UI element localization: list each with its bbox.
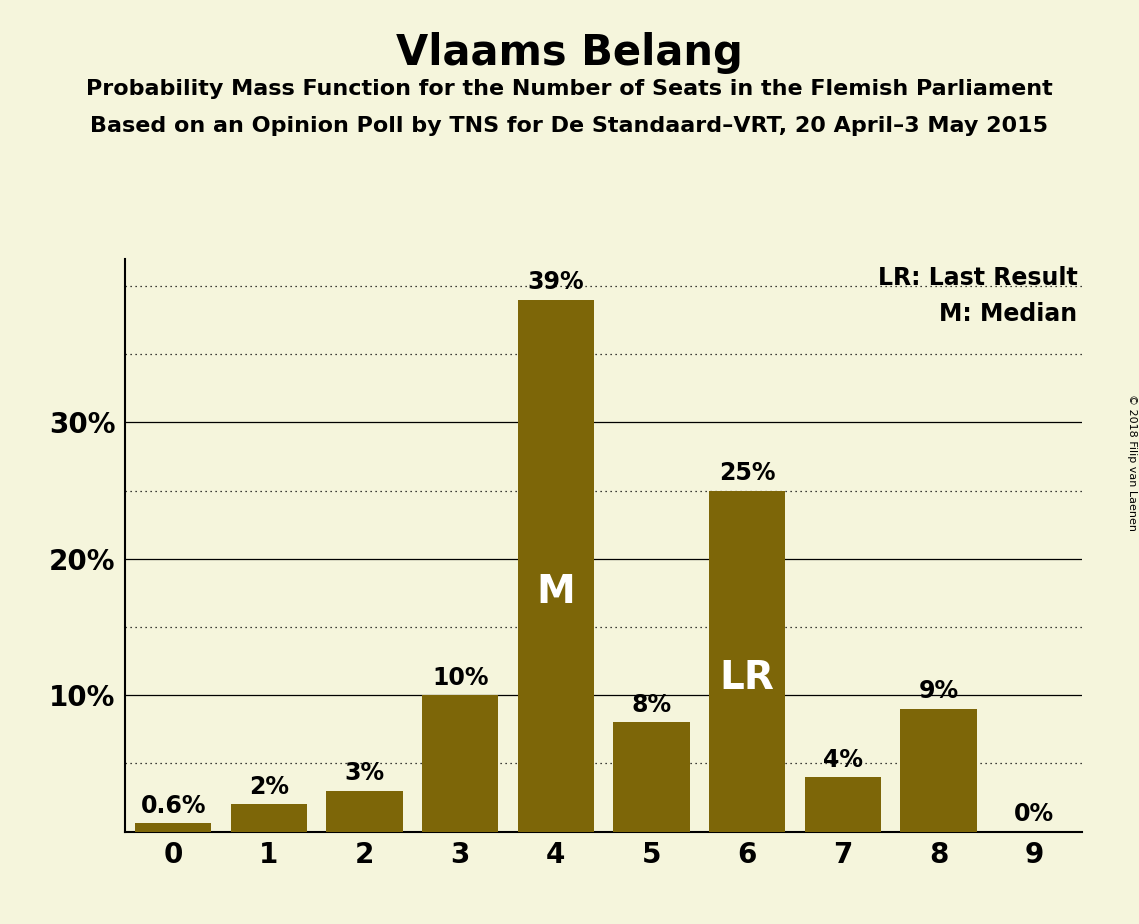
Text: LR: LR — [720, 659, 775, 697]
Text: Vlaams Belang: Vlaams Belang — [396, 32, 743, 74]
Bar — [708, 491, 786, 832]
Text: 39%: 39% — [527, 270, 584, 294]
Bar — [517, 299, 595, 832]
Text: M: Median: M: Median — [940, 302, 1077, 326]
Text: 9%: 9% — [918, 679, 959, 703]
Text: LR: Last Result: LR: Last Result — [877, 265, 1077, 289]
Text: 10%: 10% — [432, 666, 489, 689]
Text: 25%: 25% — [719, 461, 776, 485]
Text: Probability Mass Function for the Number of Seats in the Flemish Parliament: Probability Mass Function for the Number… — [87, 79, 1052, 99]
Text: 0%: 0% — [1014, 802, 1055, 826]
Bar — [326, 791, 403, 832]
Bar — [613, 723, 690, 832]
Bar — [900, 709, 977, 832]
Text: 0.6%: 0.6% — [140, 794, 206, 818]
Bar — [230, 804, 308, 832]
Text: 8%: 8% — [631, 693, 672, 717]
Bar — [421, 695, 499, 832]
Text: 3%: 3% — [344, 761, 385, 785]
Text: Based on an Opinion Poll by TNS for De Standaard–VRT, 20 April–3 May 2015: Based on an Opinion Poll by TNS for De S… — [90, 116, 1049, 136]
Text: © 2018 Filip van Laenen: © 2018 Filip van Laenen — [1126, 394, 1137, 530]
Text: M: M — [536, 573, 575, 611]
Text: 4%: 4% — [822, 748, 863, 772]
Text: 2%: 2% — [248, 775, 289, 799]
Bar — [134, 823, 212, 832]
Bar — [804, 777, 882, 832]
